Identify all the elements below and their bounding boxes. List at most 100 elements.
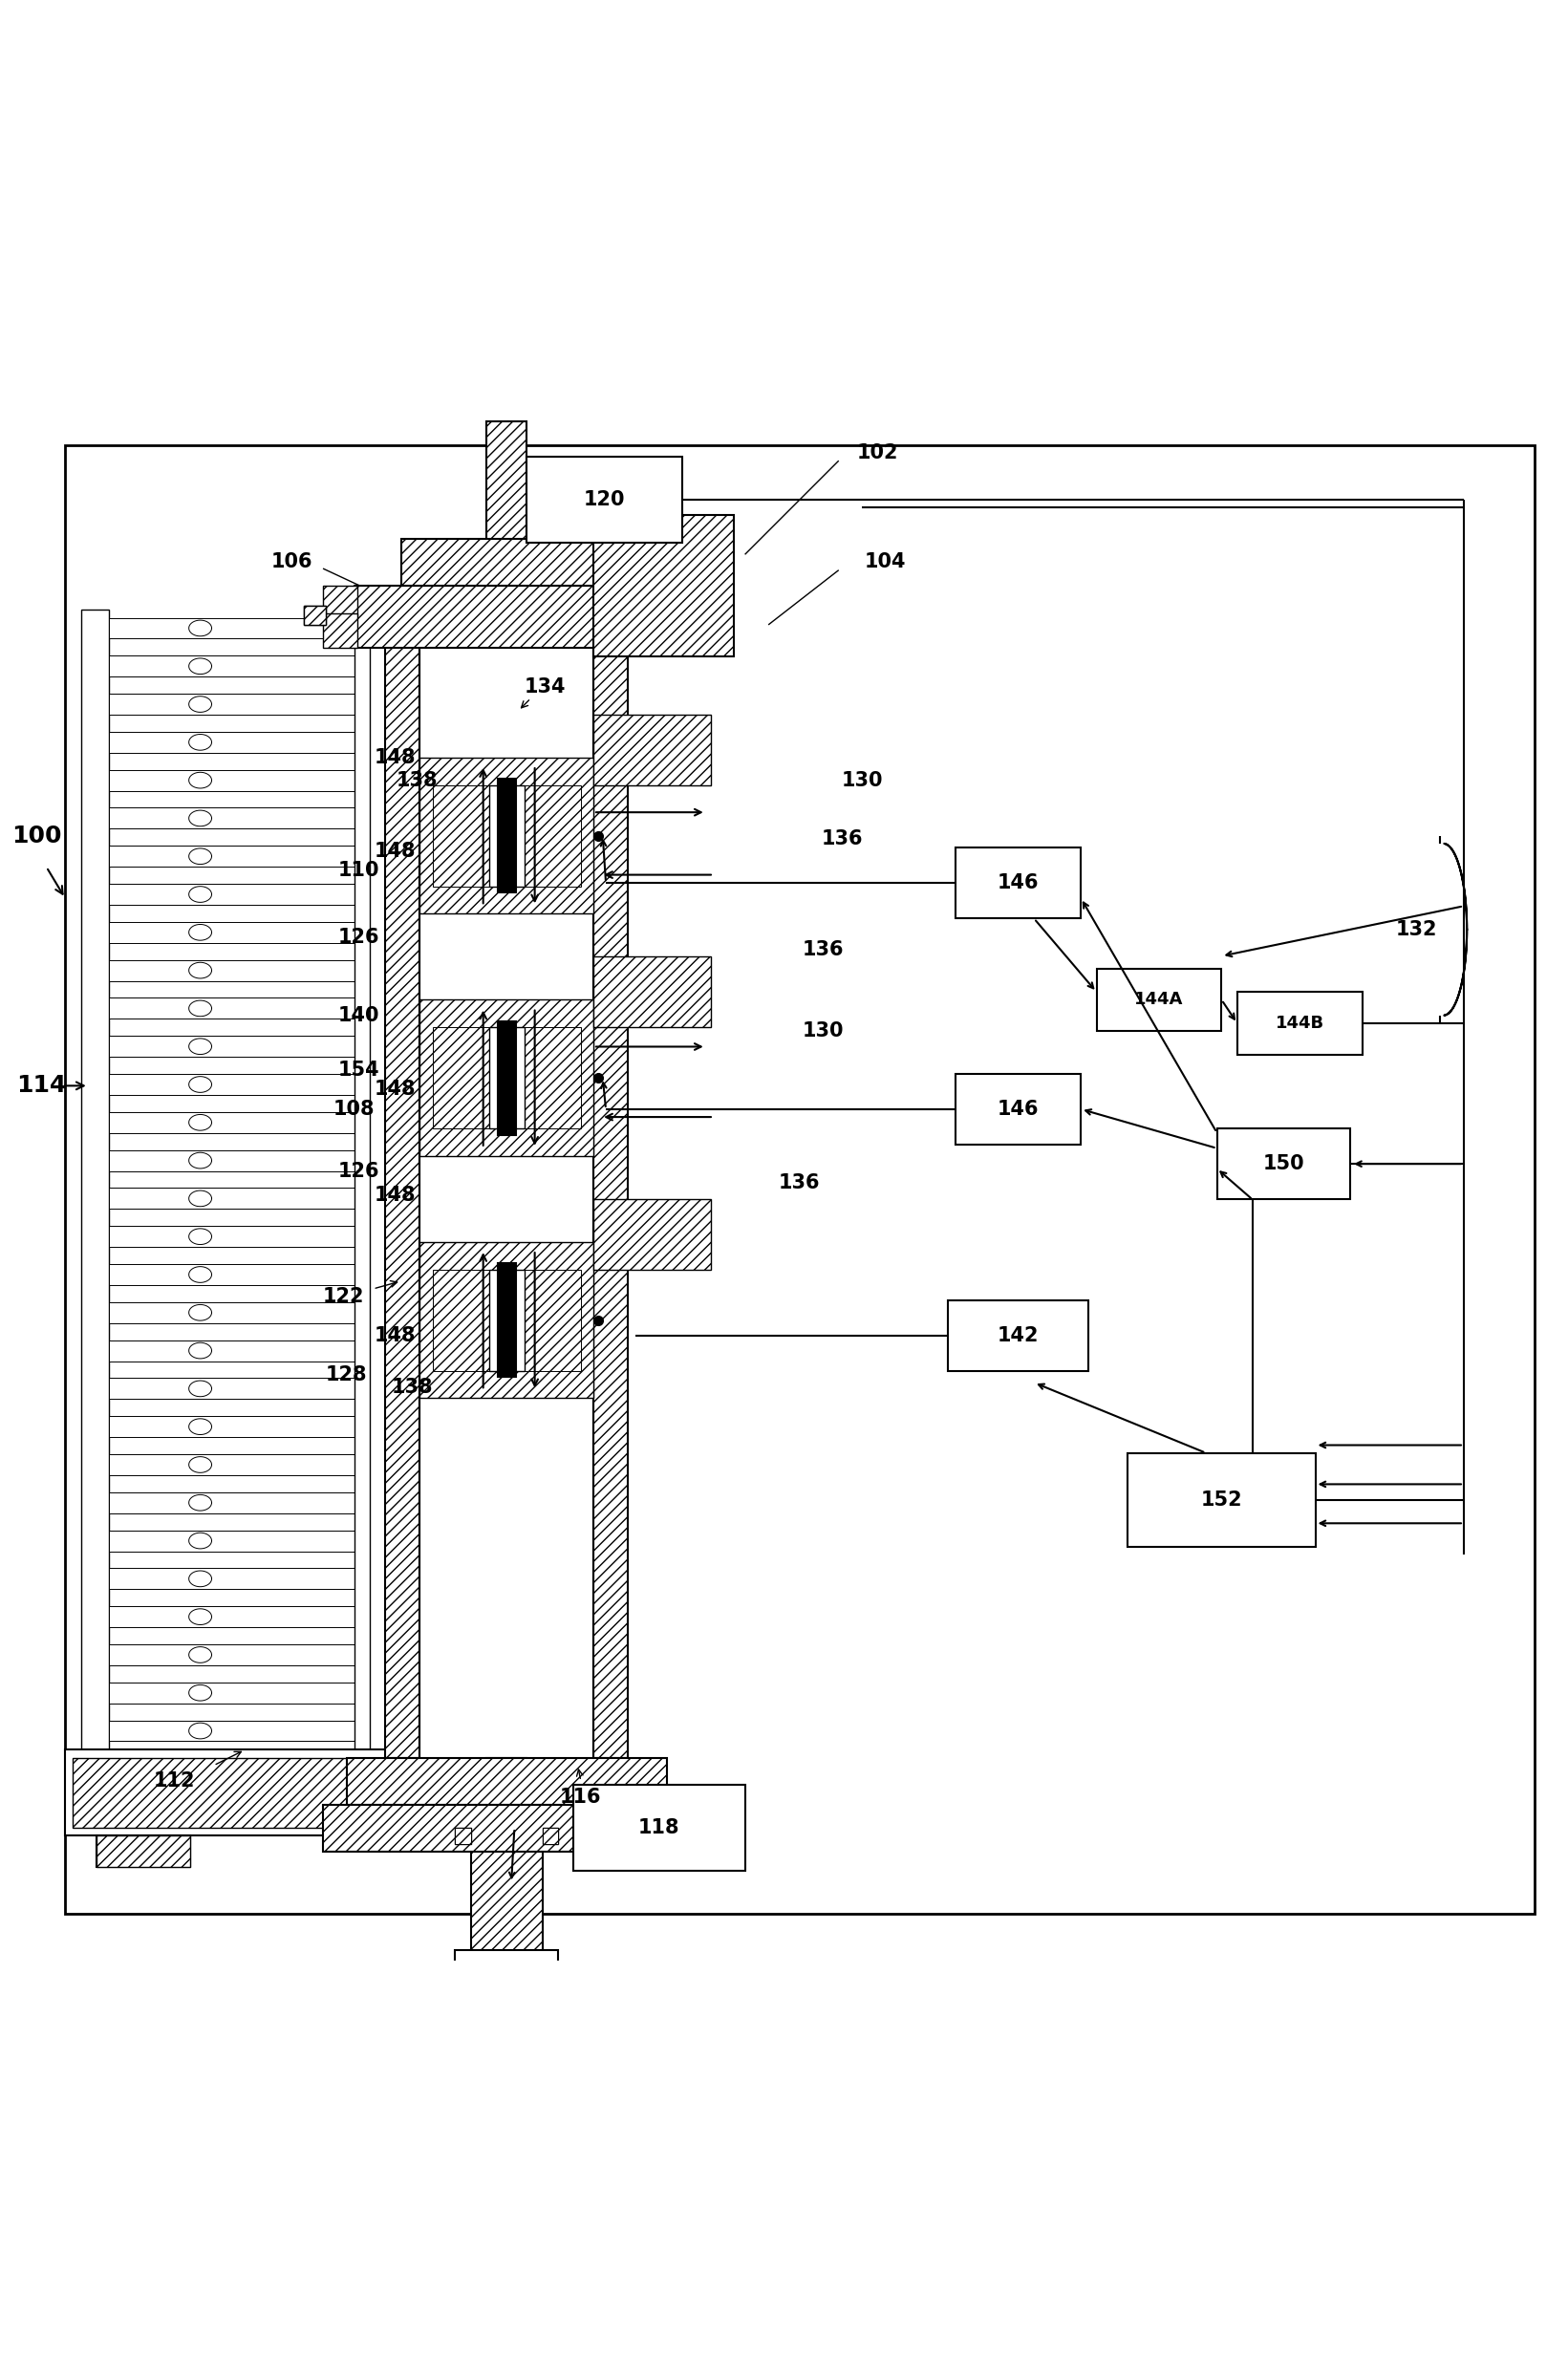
Text: 130: 130 <box>842 771 883 790</box>
Bar <box>108 618 370 639</box>
Bar <box>486 422 527 625</box>
Bar <box>420 757 593 913</box>
Bar <box>304 606 326 625</box>
Bar <box>543 1828 558 1845</box>
Bar <box>108 960 370 981</box>
Bar <box>1237 993 1363 1054</box>
Bar <box>489 1269 524 1371</box>
Bar <box>1096 970 1221 1031</box>
Text: 118: 118 <box>638 1819 681 1838</box>
Bar <box>1218 1128 1350 1198</box>
Text: 152: 152 <box>1201 1491 1242 1510</box>
Bar <box>527 458 682 543</box>
Text: 116: 116 <box>560 1788 602 1807</box>
Bar <box>497 1262 516 1378</box>
Bar <box>489 1026 524 1128</box>
Bar <box>108 1227 370 1248</box>
Text: 106: 106 <box>271 552 312 571</box>
Bar <box>108 1340 370 1361</box>
Bar <box>956 1073 1080 1144</box>
Bar <box>108 694 370 715</box>
Bar <box>524 1269 580 1371</box>
Bar <box>524 1026 580 1128</box>
Bar <box>108 998 370 1019</box>
Bar <box>323 613 358 649</box>
Bar <box>486 1757 527 2024</box>
Text: 104: 104 <box>866 552 906 571</box>
Text: 136: 136 <box>803 941 844 960</box>
Text: 134: 134 <box>524 677 566 696</box>
Text: 146: 146 <box>997 873 1040 892</box>
Bar <box>108 1378 370 1399</box>
Bar <box>420 1241 593 1399</box>
Text: 148: 148 <box>375 842 416 861</box>
Text: 100: 100 <box>13 823 63 847</box>
Bar <box>433 786 489 887</box>
Text: 108: 108 <box>334 1099 375 1118</box>
Text: 148: 148 <box>375 1080 416 1099</box>
Bar <box>455 1828 470 1845</box>
Bar <box>108 1073 370 1095</box>
Bar <box>96 1835 190 1866</box>
Bar <box>108 1682 370 1703</box>
Bar <box>108 1606 370 1628</box>
Text: 154: 154 <box>339 1062 379 1080</box>
Bar <box>347 1757 666 1805</box>
Text: 110: 110 <box>339 861 379 880</box>
Bar <box>455 1951 558 1970</box>
Bar <box>386 625 420 1757</box>
Bar <box>949 1300 1088 1371</box>
Bar <box>108 922 370 944</box>
Text: 138: 138 <box>392 1378 433 1397</box>
Text: 144B: 144B <box>1275 1014 1323 1031</box>
Bar <box>108 1453 370 1474</box>
Text: 138: 138 <box>397 771 437 790</box>
Bar <box>108 1720 370 1741</box>
Text: 136: 136 <box>822 830 862 849</box>
Text: 114: 114 <box>17 1073 67 1097</box>
Bar <box>108 1531 370 1552</box>
Bar <box>108 1415 370 1437</box>
Bar <box>1127 1453 1316 1548</box>
Bar <box>323 585 358 618</box>
Bar <box>108 1151 370 1170</box>
Bar <box>108 1569 370 1590</box>
Bar <box>108 1264 370 1286</box>
Text: 130: 130 <box>803 1021 844 1040</box>
Bar <box>108 731 370 753</box>
Bar <box>593 1198 710 1269</box>
Text: 132: 132 <box>1396 920 1438 939</box>
Bar <box>401 538 612 585</box>
Bar <box>593 958 710 1026</box>
Bar <box>108 1036 370 1057</box>
Text: 140: 140 <box>339 1005 379 1024</box>
Bar <box>420 1000 593 1156</box>
Bar <box>497 1021 516 1135</box>
Text: 146: 146 <box>997 1099 1040 1118</box>
Text: 148: 148 <box>375 1187 416 1205</box>
Text: 128: 128 <box>326 1366 367 1385</box>
Bar <box>433 786 580 887</box>
Bar <box>956 847 1080 918</box>
Bar <box>108 1302 370 1323</box>
Bar <box>108 1189 370 1208</box>
Bar <box>108 1111 370 1132</box>
Bar <box>108 656 370 677</box>
Bar <box>354 585 659 649</box>
Text: 148: 148 <box>375 1326 416 1345</box>
Text: 122: 122 <box>323 1288 364 1307</box>
Bar <box>470 1835 543 1960</box>
Bar <box>543 1828 558 1845</box>
Bar <box>593 514 734 656</box>
Text: 136: 136 <box>779 1172 820 1191</box>
Bar <box>108 847 370 866</box>
Bar <box>108 769 370 790</box>
Text: 112: 112 <box>154 1772 196 1790</box>
Bar <box>455 1828 470 1845</box>
Bar <box>304 606 326 625</box>
Bar <box>323 1805 690 1852</box>
Text: 120: 120 <box>583 491 626 510</box>
Bar <box>354 609 370 1750</box>
Bar <box>593 715 710 786</box>
Bar <box>572 1786 745 1871</box>
